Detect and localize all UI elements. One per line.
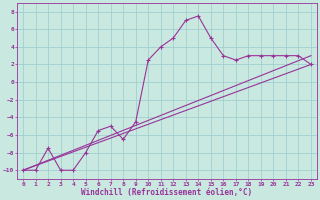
X-axis label: Windchill (Refroidissement éolien,°C): Windchill (Refroidissement éolien,°C) xyxy=(82,188,252,197)
